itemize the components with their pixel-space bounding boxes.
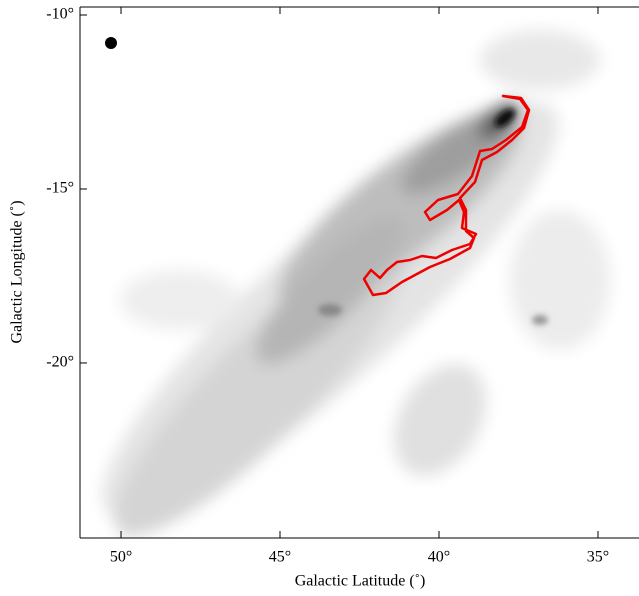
beam-marker <box>105 37 117 49</box>
x-tick-label: 50° <box>110 549 132 566</box>
chart: Galactic Latitude (˚) Galactic Longitude… <box>0 0 639 596</box>
x-tick-label: 40° <box>428 549 450 566</box>
y-tick-label: -10° <box>46 6 74 23</box>
y-axis-label: Galactic Longitude (˚) <box>9 200 26 343</box>
x-tick-label: 45° <box>269 549 291 566</box>
x-axis-label: Galactic Latitude (˚) <box>295 573 426 590</box>
sky-image <box>60 7 639 567</box>
y-tick-label: -20° <box>46 354 74 371</box>
y-tick-label: -15° <box>46 180 74 197</box>
x-tick-label: 35° <box>587 549 609 566</box>
